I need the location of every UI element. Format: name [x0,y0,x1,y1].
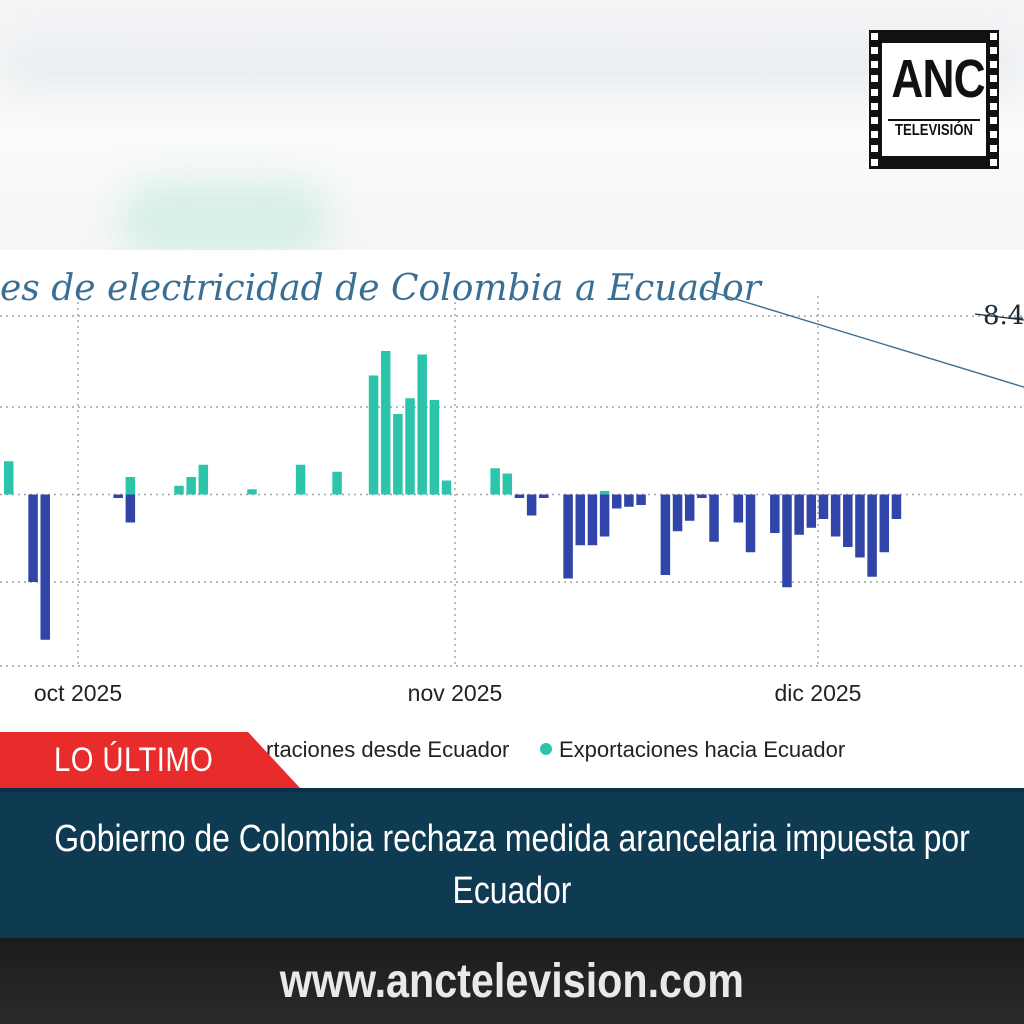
headline-banner: Gobierno de Colombia rechaza medida aran… [0,788,1024,938]
export-bar [247,489,257,495]
legend-marker-exports [540,743,552,755]
import-bar [575,494,586,546]
import-bar [113,494,123,498]
logo-text: ANC [891,49,985,109]
import-bar [612,494,622,509]
export-bar [174,485,184,495]
import-bar [636,494,646,505]
import-bar [28,494,38,582]
import-bar [672,494,683,532]
export-bar [295,464,306,495]
website-url: www.anctelevision.com [279,954,745,1008]
export-bar [332,471,342,495]
anc-logo: ANC TELEVISIÓN [869,30,999,169]
import-bar [782,494,792,588]
import-bar [539,494,549,498]
export-bar [393,414,403,495]
import-bar [891,494,902,519]
blur-smear [120,180,330,250]
chart-overlay: es de electricidad de Colombia a Ecuador… [0,268,1024,762]
chart: es de electricidad de Colombia a Ecuador… [0,268,1024,762]
import-bar [624,494,634,507]
x-tick-nov: nov 2025 [408,680,503,706]
breaking-news-tag: LO ÚLTIMO [0,732,300,788]
import-bar [867,494,877,577]
export-bar [417,354,427,495]
export-bar [4,461,14,495]
import-bar [599,494,610,537]
chart-bars [4,351,902,640]
legend-label-imports: rtaciones desde Ecuador [266,737,509,762]
logo-frame: ANC TELEVISIÓN [880,41,988,158]
legend-label-exports: Exportaciones hacia Ecuador [559,737,845,762]
blurred-background [0,0,1024,250]
x-tick-dic: dic 2025 [775,680,862,706]
export-bar [490,468,500,495]
import-bar [745,494,756,553]
logo-divider [888,119,980,121]
import-bar [709,494,719,542]
export-bar [599,491,610,495]
import-bar [843,494,853,547]
import-bar [733,494,744,523]
import-bar [879,494,890,553]
import-bar [818,494,829,519]
x-tick-oct: oct 2025 [34,680,122,706]
import-bar [794,494,804,535]
import-bar [684,494,695,521]
chart-title: es de electricidad de Colombia a Ecuador [0,268,763,309]
import-bar [514,494,525,498]
export-bar [380,351,391,495]
blur-band [0,40,1024,90]
export-bar [502,473,513,495]
export-bar [429,400,440,495]
import-bar [526,494,537,516]
logo-subtext: TELEVISIÓN [894,122,974,139]
export-bar [125,477,136,495]
import-bar [855,494,865,558]
annotation-leader-line [974,313,1024,321]
export-bar [198,464,209,495]
import-bar [770,494,780,533]
export-bar [368,375,379,495]
title-leader-line [705,289,1024,388]
breaking-news-label: LO ÚLTIMO [54,741,214,779]
chart-panel: es de electricidad de Colombia a Ecuador… [0,250,1024,790]
import-bar [830,494,841,537]
headline-text: Gobierno de Colombia rechaza medida aran… [54,818,970,912]
import-bar [806,494,817,528]
import-bar [660,494,671,575]
import-bar [40,494,50,640]
import-bar [563,494,573,579]
import-bar [587,494,598,546]
import-bar [125,494,136,523]
export-bar [441,480,452,495]
import-bar [697,494,707,498]
export-bar [405,398,415,495]
footer-bar: www.anctelevision.com [0,938,1024,1024]
export-bar [186,477,196,495]
